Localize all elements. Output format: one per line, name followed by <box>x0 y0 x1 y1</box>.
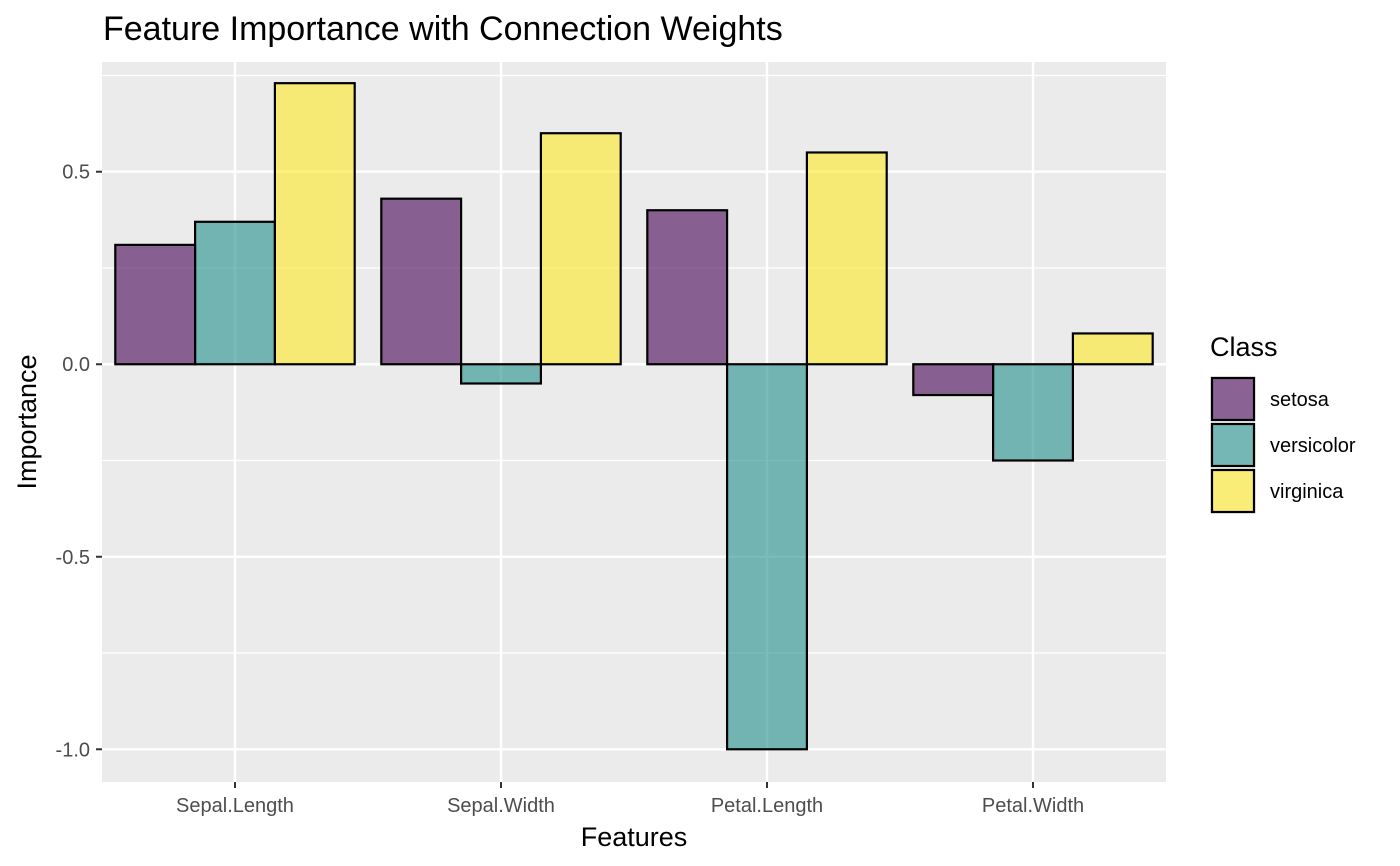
y-tick-label: -1.0 <box>56 739 90 761</box>
bar-versicolor-Sepal.Length <box>194 220 277 366</box>
x-tick-label: Sepal.Length <box>176 795 294 817</box>
y-axis-title: Importance <box>12 354 42 489</box>
y-tick-label: 0.0 <box>62 354 90 376</box>
chart-title: Feature Importance with Connection Weigh… <box>103 10 783 48</box>
x-axis-title: Features <box>581 822 688 852</box>
y-tick-label: -0.5 <box>56 547 90 569</box>
y-axis: -1.0 -0.5 0.0 0.5 <box>56 162 102 761</box>
bar-virginica-Sepal.Length <box>273 82 356 366</box>
x-tick-label: Petal.Width <box>982 795 1084 817</box>
legend-label-virginica: virginica <box>1270 481 1344 503</box>
legend-title: Class <box>1210 332 1278 362</box>
legend-key-versicolor <box>1210 422 1256 468</box>
bar-versicolor-Petal.Length <box>725 363 808 751</box>
legend-key-virginica <box>1210 468 1256 514</box>
bar-virginica-Petal.Length <box>805 151 888 366</box>
legend-key-setosa <box>1210 376 1256 422</box>
x-tick-label: Petal.Length <box>711 795 823 817</box>
legend-label-versicolor: versicolor <box>1270 435 1356 457</box>
bar-setosa-Petal.Length <box>646 209 729 366</box>
bar-setosa-Sepal.Width <box>380 197 463 366</box>
bar-versicolor-Petal.Width <box>991 363 1074 462</box>
bar-versicolor-Sepal.Width <box>460 363 543 385</box>
y-tick-label: 0.5 <box>62 162 90 184</box>
bar-virginica-Petal.Width <box>1071 332 1154 366</box>
legend-label-setosa: setosa <box>1270 389 1330 411</box>
bars <box>114 82 1154 751</box>
x-tick-label: Sepal.Width <box>447 795 555 817</box>
bar-setosa-Petal.Width <box>912 363 995 397</box>
bar-setosa-Sepal.Length <box>114 243 197 366</box>
legend: Class setosa versicolor virginica <box>1210 332 1356 514</box>
bar-virginica-Sepal.Width <box>539 132 622 366</box>
x-axis: Sepal.Length Sepal.Width Petal.Length Petal… <box>176 782 1084 817</box>
